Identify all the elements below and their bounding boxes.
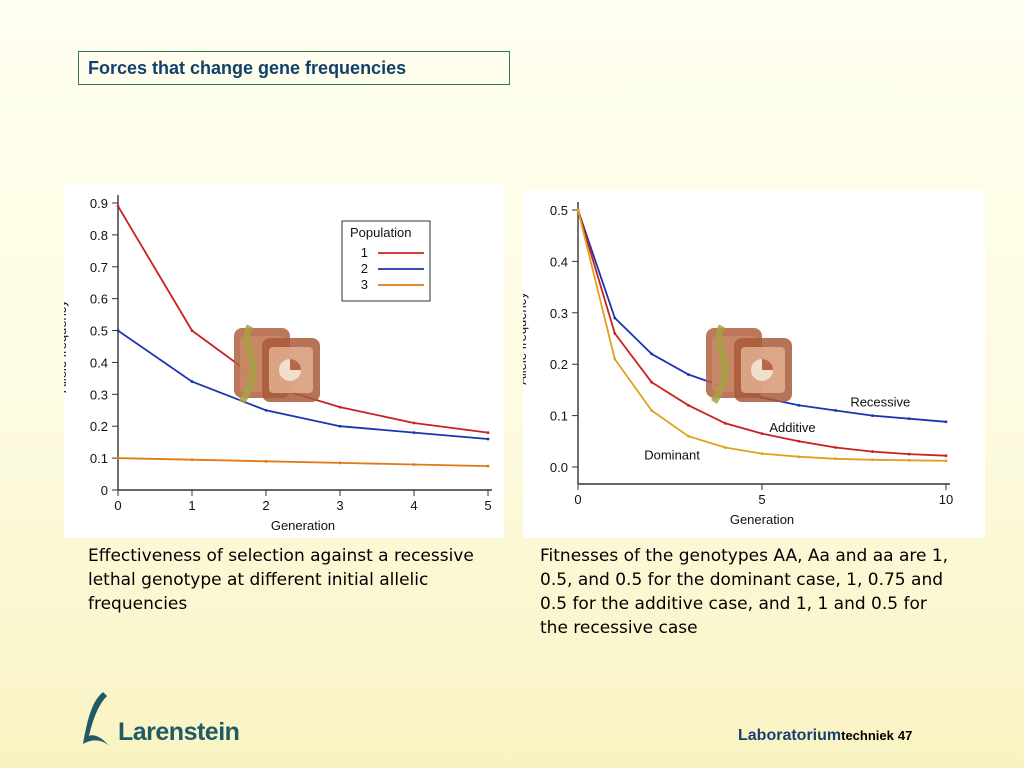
x-tick-label: 5 bbox=[758, 492, 765, 507]
data-point bbox=[650, 409, 653, 412]
data-point bbox=[264, 408, 268, 412]
data-point bbox=[907, 417, 911, 421]
data-point bbox=[871, 414, 874, 417]
y-tick-label: 0.1 bbox=[550, 409, 568, 424]
data-point bbox=[486, 464, 490, 468]
data-point bbox=[412, 431, 416, 434]
data-point bbox=[907, 458, 911, 462]
slide-title: Forces that change gene frequencies bbox=[78, 51, 510, 85]
data-point bbox=[797, 439, 801, 443]
y-tick-label: 0.2 bbox=[550, 357, 568, 372]
data-point bbox=[338, 461, 342, 465]
y-tick-label: 0.4 bbox=[90, 355, 108, 370]
series-line-3 bbox=[117, 457, 489, 467]
legend-label: 1 bbox=[361, 245, 368, 260]
data-point bbox=[613, 316, 617, 320]
data-point bbox=[687, 434, 690, 438]
data-point bbox=[687, 373, 690, 376]
footer-lab: Laboratorium bbox=[738, 727, 842, 744]
x-tick-label: 3 bbox=[336, 498, 343, 513]
y-tick-label: 0.5 bbox=[550, 203, 568, 218]
data-point bbox=[871, 450, 874, 453]
legend-box bbox=[341, 220, 431, 302]
page-number: 47 bbox=[897, 728, 913, 743]
larenstein-logo-icon bbox=[83, 692, 109, 746]
y-tick-label: 0.4 bbox=[550, 254, 568, 269]
caption-right: Fitnesses of the genotypes AA, Aa and aa… bbox=[540, 546, 949, 638]
footer-tech: techniek bbox=[841, 728, 894, 743]
data-point bbox=[613, 357, 617, 361]
y-tick-label: 0.8 bbox=[90, 228, 108, 243]
data-point bbox=[190, 458, 194, 462]
data-point bbox=[190, 329, 194, 332]
y-axis-label: Allele frequency bbox=[64, 300, 69, 393]
y-tick-label: 0.3 bbox=[90, 387, 108, 402]
data-point bbox=[412, 463, 416, 466]
caption-left: Effectiveness of selection against a rec… bbox=[88, 546, 474, 614]
data-point bbox=[486, 437, 490, 441]
data-point bbox=[486, 431, 490, 434]
data-point bbox=[650, 352, 653, 356]
data-point bbox=[760, 452, 764, 456]
x-axis-label: Generation bbox=[271, 518, 335, 533]
series-label-recessive: Recessive bbox=[850, 394, 910, 409]
data-point bbox=[834, 409, 837, 412]
presentation-icon-2 bbox=[706, 324, 792, 404]
y-axis-label: Allele frequency bbox=[523, 292, 529, 385]
data-point bbox=[723, 421, 727, 425]
x-tick-label: 2 bbox=[262, 498, 269, 513]
y-tick-label: 0.6 bbox=[90, 292, 108, 307]
data-point bbox=[190, 380, 194, 383]
data-point bbox=[116, 204, 120, 208]
data-point bbox=[944, 454, 948, 458]
y-tick-label: 0.1 bbox=[90, 451, 108, 466]
data-point bbox=[797, 403, 801, 407]
presentation-icon bbox=[234, 324, 320, 404]
chart-right-svg: 0.0 0.1 0.2 0.3 0.4 0.5 0 5 10 Generation Allele f… bbox=[514, 202, 953, 527]
x-tick-label: 4 bbox=[410, 498, 417, 513]
series-line-2 bbox=[117, 329, 489, 440]
data-point bbox=[944, 420, 948, 424]
data-point bbox=[687, 403, 690, 407]
data-point bbox=[944, 459, 948, 463]
data-point bbox=[116, 329, 120, 332]
y-tick-label: 0.3 bbox=[550, 306, 568, 321]
legend-label: 2 bbox=[361, 261, 368, 276]
y-tick-label: 0.7 bbox=[90, 260, 108, 275]
x-tick-label: 10 bbox=[939, 492, 953, 507]
data-point bbox=[723, 446, 727, 449]
legend-title: Population bbox=[350, 225, 411, 240]
data-point bbox=[613, 331, 617, 335]
data-point bbox=[576, 208, 580, 212]
data-point bbox=[650, 380, 653, 384]
y-tick-label: 0.0 bbox=[550, 460, 568, 475]
data-point bbox=[834, 446, 837, 449]
legend-label: 3 bbox=[361, 277, 368, 292]
series-label-additive: Additive bbox=[769, 420, 815, 435]
y-tick-label: 0.2 bbox=[90, 419, 108, 434]
series-label-dominant: Dominant bbox=[644, 447, 700, 462]
logo-text: Larenstein bbox=[118, 718, 240, 746]
data-point bbox=[760, 432, 764, 435]
x-tick-label: 5 bbox=[484, 498, 491, 513]
footer: Laboratoriumtechniek 47 bbox=[738, 727, 912, 745]
data-point bbox=[834, 457, 837, 461]
y-tick-label: 0.9 bbox=[90, 196, 108, 211]
y-tick-label: 0 bbox=[101, 483, 108, 498]
data-point bbox=[412, 421, 416, 425]
chart-left: 0 0.1 0.2 0.3 0.4 0.5 0.6 0.7 0.8 0.9 0 1 2 3 4 5 Genera… bbox=[54, 183, 504, 538]
x-axis-label: Generation bbox=[730, 512, 794, 527]
data-point bbox=[797, 455, 801, 459]
data-point bbox=[907, 452, 911, 456]
data-point bbox=[116, 456, 120, 460]
x-tick-label: 0 bbox=[114, 498, 121, 513]
y-tick-label: 0.5 bbox=[90, 324, 108, 339]
data-point bbox=[338, 405, 342, 409]
data-point bbox=[338, 424, 342, 428]
x-tick-label: 0 bbox=[574, 492, 581, 507]
data-point bbox=[871, 458, 874, 462]
x-tick-label: 1 bbox=[188, 498, 195, 513]
data-point bbox=[264, 459, 268, 463]
